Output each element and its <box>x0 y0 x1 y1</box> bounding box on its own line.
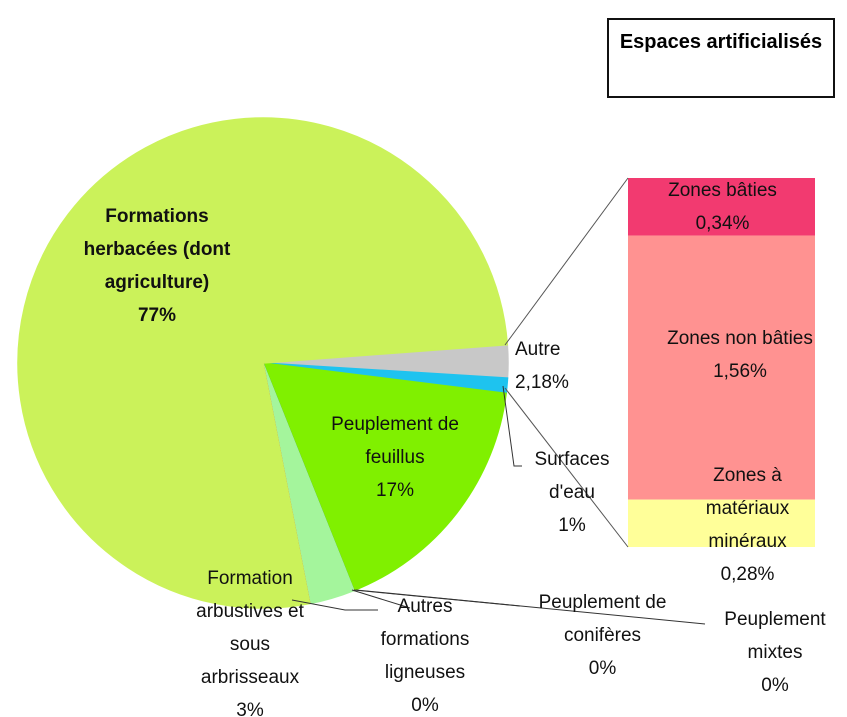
pie-slice <box>261 362 507 592</box>
slice-label: Autres formations ligneuses 0% <box>355 590 495 717</box>
label-text: Peuplement mixtes <box>724 609 826 663</box>
label-text: Formations herbacées (dont agriculture) <box>83 206 231 293</box>
connector <box>504 177 629 346</box>
label-text: 0% <box>588 658 617 679</box>
bar-label: Zones non bâties 1,56% <box>665 322 815 388</box>
slice-label: Autre 2,18% <box>515 333 595 399</box>
connector <box>504 387 629 548</box>
slice-label: Formation arbustives et sous arbrisseaux… <box>180 562 320 717</box>
bar-label: Zones à matériaux minéraux 0,28% <box>680 459 815 591</box>
label-text: Zones bâties <box>668 180 777 201</box>
label-text: Autre <box>515 339 561 360</box>
label-text: Autres formations ligneuses <box>380 596 470 683</box>
label-text: 0,34% <box>695 213 750 234</box>
leader-line <box>355 589 706 625</box>
leader-line <box>351 589 411 609</box>
label-text: 0% <box>761 675 789 696</box>
label-text: Zones à matériaux minéraux <box>705 465 790 552</box>
label-text: 0,28% <box>720 564 775 585</box>
slice-label: Peuplement mixtes 0% <box>700 603 847 702</box>
leader-line <box>502 385 522 467</box>
label-text: Formation arbustives et sous arbrisseaux <box>196 568 304 688</box>
bar-title: Espaces artificialisés <box>607 18 835 98</box>
slice-label: Peuplement de feuillus 17% <box>305 408 485 507</box>
label-text: 3% <box>236 700 264 717</box>
bar-label: Zones bâties 0,34% <box>635 174 810 240</box>
label-text: 1% <box>558 515 586 536</box>
label-text: 77% <box>137 305 177 326</box>
label-text: Peuplement de conifères <box>538 592 667 646</box>
label-text: Zones non bâties <box>667 328 813 349</box>
bar-segment <box>628 235 815 500</box>
pie-slice <box>17 117 509 609</box>
label-text: 0% <box>411 695 439 716</box>
label-text: Surfaces d'eau <box>534 449 610 503</box>
label-text: 2,18% <box>515 372 569 393</box>
bar-segment <box>628 178 815 236</box>
slice-label: Formations herbacées (dont agriculture) 7… <box>72 200 242 332</box>
label-text: Peuplement de feuillus <box>331 414 459 468</box>
bar-segment <box>628 499 815 547</box>
leader-line <box>291 599 378 611</box>
slice-label: Surfaces d'eau 1% <box>522 443 622 542</box>
slice-label: Peuplement de conifères 0% <box>515 586 690 685</box>
label-text: 17% <box>375 480 415 501</box>
label-text: 1,56% <box>713 361 767 382</box>
